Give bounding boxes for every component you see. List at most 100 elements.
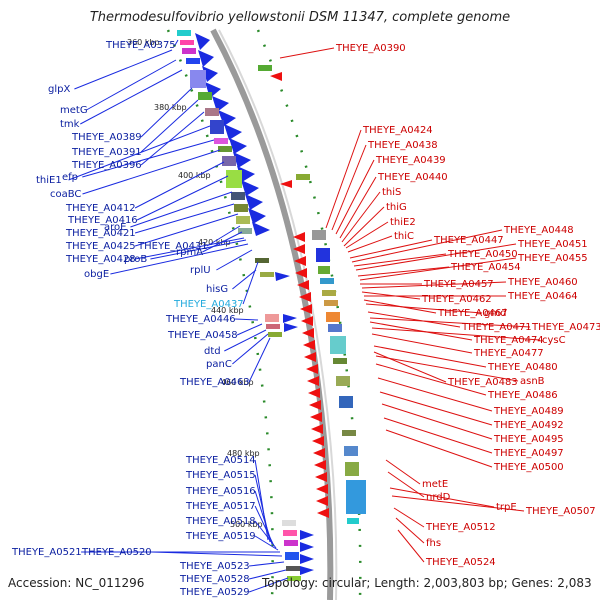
- gene-label-theye-a0515[interactable]: THEYE_A0515: [185, 470, 256, 481]
- gene-label-theye-a0497[interactable]: THEYE_A0497: [493, 448, 564, 459]
- gene-label-asnb[interactable]: asnB: [520, 376, 545, 387]
- leader-line: [254, 505, 275, 547]
- gene-label-metg[interactable]: metG: [60, 105, 88, 116]
- gene-label-theye-a0471[interactable]: THEYE_A0471: [461, 322, 532, 333]
- gene-label-theye-a0440[interactable]: THEYE_A0440: [377, 172, 448, 183]
- gene-label-theye-a0464[interactable]: THEYE_A0464: [507, 291, 578, 302]
- gene-label-theye-a0517[interactable]: THEYE_A0517: [185, 501, 256, 512]
- gene-label-this[interactable]: thiS: [382, 187, 401, 198]
- leader-line: [254, 535, 279, 551]
- gene-label-theye-a0492[interactable]: THEYE_A0492: [493, 420, 564, 431]
- gene-label-theye-a0473[interactable]: THEYE_A0473: [531, 322, 600, 333]
- gene-label-rplu[interactable]: rplU: [190, 265, 211, 276]
- leader-line: [335, 159, 375, 235]
- gene-label-obge[interactable]: obgE: [84, 269, 109, 280]
- gene-label-theye-a0416[interactable]: THEYE_A0416: [67, 215, 138, 226]
- leader-line: [82, 149, 221, 195]
- gene-label-theye-a0512[interactable]: THEYE_A0512: [425, 522, 496, 533]
- gene-label-theye-a0451[interactable]: THEYE_A0451: [517, 239, 588, 250]
- gene-label-theye-a0457[interactable]: THEYE_A0457: [423, 279, 494, 290]
- leader-line: [389, 487, 495, 508]
- leader-line: [349, 239, 433, 259]
- gene-label-nrdd[interactable]: nrdD: [426, 492, 451, 503]
- gene-label-theye-a0396[interactable]: THEYE_A0396: [71, 160, 142, 171]
- gene-label-theye-a0458[interactable]: THEYE_A0458: [167, 330, 238, 341]
- gene-label-fhs[interactable]: fhs: [426, 538, 441, 549]
- gene-label-theye-a0516[interactable]: THEYE_A0516: [185, 486, 256, 497]
- gene-label-theye-a0428[interactable]: THEYE_A0428: [65, 254, 136, 265]
- tick-label: 360 kbp: [127, 38, 160, 47]
- gene-label-theye-a0489[interactable]: THEYE_A0489: [493, 406, 564, 417]
- gene-label-cysc[interactable]: cysC: [542, 335, 566, 346]
- gene-label-gmd[interactable]: gmd: [484, 308, 506, 319]
- gene-label-theye-a0529[interactable]: THEYE_A0529: [179, 587, 250, 598]
- gene-label-panc[interactable]: panC: [206, 359, 232, 370]
- gene-label-theye-a0421[interactable]: THEYE_A0421: [65, 228, 136, 239]
- gene-label-mete[interactable]: metE: [422, 479, 448, 490]
- gene-label-trpe[interactable]: trpE: [496, 502, 517, 513]
- gene-label-theye-a0431[interactable]: THEYE_A0431: [137, 241, 208, 252]
- leader-line: [347, 235, 393, 253]
- gene-label-theye-a0439[interactable]: THEYE_A0439: [375, 155, 446, 166]
- leader-line: [206, 225, 241, 247]
- gene-label-thic[interactable]: thiC: [394, 231, 414, 242]
- gene-label-thig[interactable]: thiG: [386, 202, 407, 213]
- gene-label-theye-a0425[interactable]: THEYE_A0425: [65, 241, 136, 252]
- gene-label-theye-a0447[interactable]: THEYE_A0447: [433, 235, 504, 246]
- gene-label-theye-a0455[interactable]: THEYE_A0455: [517, 253, 588, 264]
- gene-label-theye-a0524[interactable]: THEYE_A0524: [425, 557, 496, 568]
- gene-label-theye-a0437[interactable]: THEYE_A0437: [173, 299, 244, 310]
- gene-label-hisg[interactable]: hisG: [206, 284, 228, 295]
- gene-label-theye-a0507[interactable]: THEYE_A0507: [525, 506, 596, 517]
- gene-label-theye-a0460[interactable]: THEYE_A0460: [507, 277, 578, 288]
- gene-label-theye-a0467[interactable]: THEYE_A0467: [437, 308, 508, 319]
- gene-label-thie1[interactable]: thiE1: [36, 175, 62, 186]
- gene-label-theye-a0389[interactable]: THEYE_A0389: [71, 132, 142, 143]
- gene-label-theye-a0448[interactable]: THEYE_A0448: [503, 225, 574, 236]
- leader-line: [279, 47, 335, 59]
- gene-label-theye-a0514[interactable]: THEYE_A0514: [185, 455, 256, 466]
- gene-label-theye-a0424[interactable]: THEYE_A0424: [362, 125, 433, 136]
- gene-label-theye-a0523[interactable]: THEYE_A0523: [179, 561, 250, 572]
- gene-label-theye-a0446[interactable]: THEYE_A0446: [165, 314, 236, 325]
- gene-label-theye-a0477[interactable]: THEYE_A0477: [473, 348, 544, 359]
- gene-label-coabc[interactable]: coaBC: [50, 189, 81, 200]
- leader-line: [359, 257, 517, 281]
- topology-text: Topology: circular; Length: 2,003,803 bp…: [261, 576, 592, 590]
- gene-label-theye-a0480[interactable]: THEYE_A0480: [487, 362, 558, 373]
- gene-label-aroe[interactable]: aroE: [104, 222, 126, 233]
- reverse-gene-labels: THEYE_A0390 THEYE_A0424 THEYE_A0438 THEYE_A…: [335, 43, 600, 568]
- gene-label-theye-a0391[interactable]: THEYE_A0391: [71, 147, 142, 158]
- gene-label-theye-a0500[interactable]: THEYE_A0500: [493, 462, 564, 473]
- gene-label-theye-a0521[interactable]: THEYE_A0521: [11, 547, 82, 558]
- leader-line: [339, 176, 377, 239]
- leader-line: [381, 403, 493, 440]
- gene-label-theye-a0412[interactable]: THEYE_A0412: [65, 203, 136, 214]
- gene-label-rpma[interactable]: rpmA: [176, 247, 203, 258]
- gene-label-theye-a0463[interactable]: THEYE_A0463: [179, 377, 250, 388]
- gene-label-theye-a0390[interactable]: THEYE_A0390: [335, 43, 406, 54]
- gene-label-theye-a0454[interactable]: THEYE_A0454: [450, 262, 521, 273]
- gene-label-efp[interactable]: efp: [62, 172, 78, 183]
- leader-line: [135, 237, 245, 260]
- leader-line: [353, 253, 447, 267]
- gene-label-theye-a0495[interactable]: THEYE_A0495: [493, 434, 564, 445]
- gene-label-theye-a0519[interactable]: THEYE_A0519: [185, 531, 256, 542]
- gene-label-prob[interactable]: proB: [124, 254, 147, 265]
- gene-label-theye-a0528[interactable]: THEYE_A0528: [179, 574, 250, 585]
- gene-label-theye-a0474[interactable]: THEYE_A0474: [473, 335, 544, 346]
- gene-label-theye-a0462[interactable]: THEYE_A0462: [421, 294, 492, 305]
- gene-label-thie2[interactable]: thiE2: [390, 217, 416, 228]
- gene-label-theye-a0518[interactable]: THEYE_A0518: [185, 516, 256, 527]
- gene-label-theye-a0483[interactable]: THEYE_A0483: [447, 377, 518, 388]
- gene-label-theye-a0450[interactable]: THEYE_A0450: [447, 249, 518, 260]
- gene-label-theye-a0486[interactable]: THEYE_A0486: [487, 390, 558, 401]
- leader-line: [248, 569, 287, 580]
- gene-label-tmk[interactable]: tmk: [60, 119, 80, 130]
- gene-label-glpx[interactable]: glpX: [48, 84, 70, 95]
- gene-label-theye-a0520[interactable]: THEYE_A0520: [81, 547, 152, 558]
- gene-label-dtd[interactable]: dtd: [204, 346, 221, 357]
- leader-line: [80, 69, 183, 125]
- gene-label-theye-a0438[interactable]: THEYE_A0438: [367, 140, 438, 151]
- gene-label-theye-a0375[interactable]: THEYE_A0375: [105, 40, 176, 51]
